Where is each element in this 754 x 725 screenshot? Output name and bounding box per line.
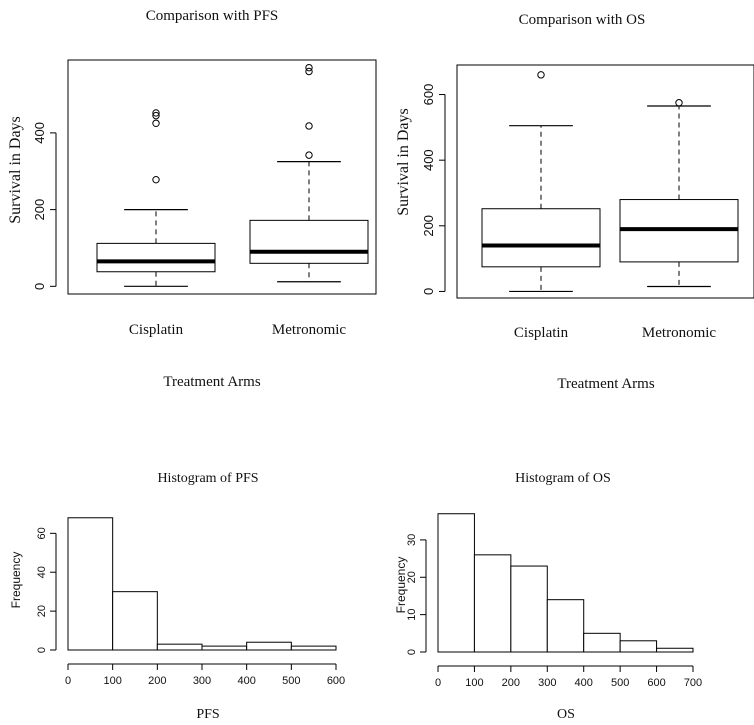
outlier-point: [305, 67, 313, 76]
x-tick-label: 400: [575, 677, 593, 689]
plot-frame: [456, 64, 754, 299]
x-tick-label: 300: [538, 677, 556, 689]
outlier-point: [152, 175, 160, 184]
x-tick-label: 200: [502, 677, 520, 689]
pfs-histogram-title: Histogram of PFS: [157, 471, 258, 486]
x-tick-label: 700: [684, 677, 702, 689]
x-tick-label: 100: [103, 675, 121, 687]
x-tick-label: 500: [611, 677, 629, 689]
os-histogram-xlabel: OS: [557, 707, 575, 722]
pfs-boxplot-category-labels: Cisplatin Metronomic: [129, 322, 347, 338]
x-tick-label: 600: [647, 677, 665, 689]
y-tick-label: 0: [36, 647, 48, 653]
outlier-point: [305, 151, 313, 159]
x-tick-label: 400: [237, 675, 255, 687]
x-tick-label: 100: [465, 677, 483, 689]
pfs-boxplot-y-axis: 0 200 400: [32, 122, 57, 290]
panel-pfs-histogram: Histogram of PFS Frequency PFS 0 100 200 30…: [9, 471, 345, 722]
outlier-point: [152, 119, 160, 127]
x-tick-label: 500: [282, 675, 300, 687]
y-tick-label: 20: [36, 605, 48, 617]
category-label: Metronomic: [642, 325, 716, 341]
y-tick-label: 20: [406, 571, 418, 583]
outlier-point: [152, 111, 160, 120]
y-tick-label: 30: [406, 534, 418, 546]
histogram-bar: [510, 565, 548, 653]
histogram-bar: [437, 513, 475, 653]
histogram-bar: [619, 640, 658, 653]
os-histogram-title: Histogram of OS: [515, 471, 611, 486]
y-tick-label: 200: [421, 215, 436, 237]
histogram-bar: [656, 647, 694, 653]
y-tick-label: 10: [406, 609, 418, 621]
x-tick-label: 200: [148, 675, 166, 687]
plot-frame: [67, 59, 377, 295]
histogram-bar: [201, 645, 248, 651]
histogram-bar: [67, 517, 114, 651]
outlier-point: [537, 71, 545, 79]
y-tick-label: 0: [406, 649, 418, 655]
outlier-point: [675, 99, 683, 107]
histogram-bar: [156, 643, 203, 651]
outlier-point: [152, 109, 160, 117]
histogram-bar: [473, 554, 512, 653]
histogram-bar: [246, 641, 292, 651]
category-label: Cisplatin: [129, 322, 184, 338]
iqr-box: [481, 208, 601, 268]
os-boxplot-y-axis: 0 200 400 600: [421, 84, 446, 295]
outlier-point: [305, 122, 313, 130]
histogram-bar: [112, 591, 158, 651]
panel-os-histogram: Histogram of OS Frequency OS 0 100 200 300 4…: [394, 471, 702, 722]
category-label: Cisplatin: [514, 325, 569, 341]
os-histogram-axes: 0 100 200 300 400 500 600 700 0 10 20 30: [406, 534, 702, 689]
os-histogram-ylabel: Frequency: [394, 557, 408, 614]
y-tick-label: 400: [32, 122, 47, 144]
os-boxplot-xlabel: Treatment Arms: [557, 376, 655, 392]
os-histogram-bars: [437, 513, 694, 653]
panel-os-boxplot: Comparison with OS Survival in Days Trea…: [395, 12, 754, 392]
pfs-histogram-ylabel: Frequency: [9, 552, 23, 609]
histogram-bar: [290, 645, 337, 651]
iqr-box: [96, 242, 216, 273]
pfs-boxplot-marks: [67, 59, 377, 295]
y-tick-label: 0: [421, 288, 436, 295]
y-tick-label: 0: [32, 283, 47, 290]
os-boxplot-marks: [456, 64, 754, 299]
y-tick-label: 60: [36, 527, 48, 539]
panel-pfs-boxplot: Comparison with PFS Survival in Days Tre…: [7, 8, 377, 390]
os-boxplot-ylabel: Survival in Days: [395, 108, 412, 216]
y-tick-label: 400: [421, 149, 436, 171]
pfs-boxplot-xlabel: Treatment Arms: [163, 374, 261, 390]
y-tick-label: 40: [36, 566, 48, 578]
pfs-boxplot-title: Comparison with PFS: [146, 8, 279, 24]
category-label: Metronomic: [272, 322, 346, 338]
histogram-bar: [583, 632, 621, 653]
pfs-boxplot-ylabel: Survival in Days: [7, 116, 24, 224]
x-tick-label: 0: [65, 675, 71, 687]
os-boxplot-category-labels: Cisplatin Metronomic: [514, 325, 717, 341]
x-tick-label: 600: [327, 675, 345, 687]
pfs-histogram-bars: [67, 517, 337, 651]
histogram-bar: [546, 599, 585, 653]
x-tick-label: 0: [435, 677, 441, 689]
pfs-histogram-xlabel: PFS: [196, 707, 219, 722]
x-tick-label: 300: [193, 675, 211, 687]
y-tick-label: 200: [32, 199, 47, 221]
iqr-box: [249, 219, 369, 264]
os-boxplot-title: Comparison with OS: [519, 12, 646, 28]
y-tick-label: 600: [421, 84, 436, 106]
pfs-histogram-axes: 0 100 200 300 400 500 600 0 20 40 60: [36, 527, 345, 687]
outlier-point: [305, 63, 313, 72]
